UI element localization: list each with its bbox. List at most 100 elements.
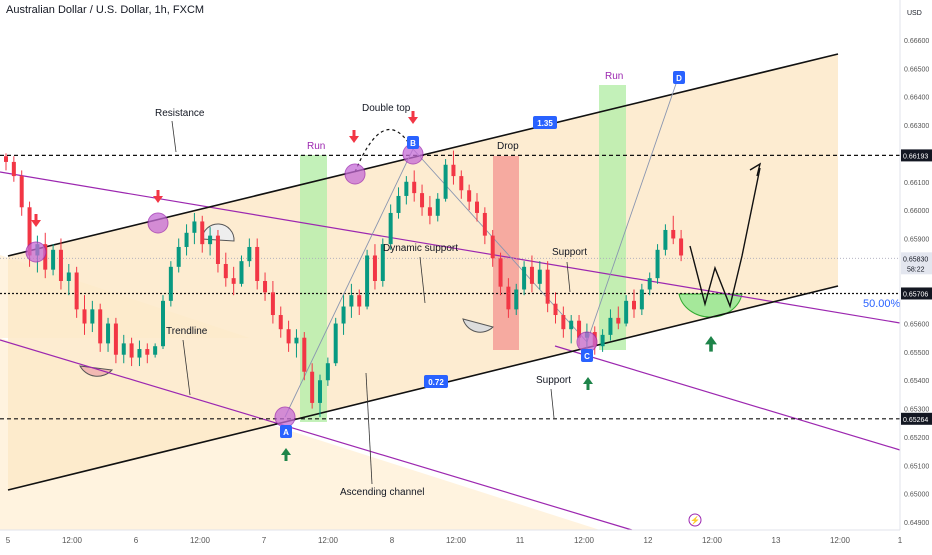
markers-layer: A B C D xyxy=(25,71,717,461)
candle-body xyxy=(129,343,134,358)
candle-body xyxy=(396,195,401,213)
candle-body xyxy=(624,300,629,324)
time-tick-label: 12:00 xyxy=(574,536,595,545)
price-tick-label: 0.66400 xyxy=(904,95,929,102)
candle-body xyxy=(600,334,605,347)
countdown-tag: 58:22 xyxy=(907,266,925,273)
time-tick-label: 5 xyxy=(6,536,11,545)
pointer-ascending-channel xyxy=(365,372,373,485)
ratio-label: 1.35 xyxy=(537,119,553,128)
time-tick-label: 12:00 xyxy=(830,536,851,545)
candle-body xyxy=(443,164,448,199)
point-badge xyxy=(407,136,419,149)
ratio-badge xyxy=(533,116,557,129)
logo-glyph: ⚡ xyxy=(690,515,700,525)
candle-body xyxy=(223,263,228,279)
candle-body xyxy=(302,337,307,372)
candle-body xyxy=(82,309,87,324)
time-tick-label: 12:00 xyxy=(702,536,723,545)
price-tick-label: 0.65900 xyxy=(904,236,929,243)
candle-body xyxy=(90,309,95,324)
candle-body xyxy=(255,246,260,281)
candle-body xyxy=(475,201,479,213)
support-low-price-tag-bg xyxy=(901,412,932,425)
candle-body xyxy=(388,212,393,245)
label-dynamic-support: Dynamic support xyxy=(383,243,458,254)
turn-arc-3 xyxy=(462,318,494,333)
ratio-label: 0.72 xyxy=(428,378,444,387)
price-tick-label: 0.65100 xyxy=(904,463,929,470)
candle-body xyxy=(506,286,511,310)
candle-body xyxy=(325,363,330,381)
time-axis[interactable]: 5 12:00 6 12:00 7 12:00 8 12:00 11 12:00 12 12:00 13… xyxy=(0,513,903,545)
label-ascending-channel: Ascending channel xyxy=(340,487,425,498)
time-tick-label: 12 xyxy=(644,536,653,545)
candle-body xyxy=(310,371,315,403)
abcd-pattern xyxy=(284,77,679,418)
point-badge xyxy=(581,349,593,362)
label-trendline: Trendline xyxy=(166,326,208,337)
down-arrow-head xyxy=(408,117,418,124)
resistance-price-tag: 0.66193 xyxy=(903,153,928,160)
drop-zone xyxy=(493,156,519,350)
down-arrow-shaft xyxy=(411,111,415,118)
price-axis[interactable]: USD0.666000.665000.664000.663000.662000.… xyxy=(899,0,932,550)
candle-body xyxy=(427,207,432,216)
price-tick-label: 0.65600 xyxy=(904,322,929,329)
candle-body xyxy=(553,303,558,316)
support-low-price-tag: 0.65264 xyxy=(903,417,928,424)
drawings-layer xyxy=(0,53,901,531)
point-label-c: C xyxy=(584,352,590,361)
candle-body xyxy=(231,278,236,284)
candle-body xyxy=(200,221,205,245)
price-tick-label: 0.65200 xyxy=(904,435,929,442)
candle-body xyxy=(420,193,425,208)
candle-body xyxy=(435,198,440,216)
candle-body xyxy=(278,315,283,330)
candle-body xyxy=(161,300,165,347)
price-axis-bg xyxy=(900,0,932,550)
candle-body xyxy=(137,349,142,358)
time-tick-label: 12:00 xyxy=(190,536,211,545)
annotations-layer: 1.35 0.72 Resistance Double top Run Run Drop Dy… xyxy=(155,71,901,498)
label-run-1: Run xyxy=(307,141,325,152)
candle-body xyxy=(537,269,542,284)
purple-trendline-lower xyxy=(0,339,633,531)
candle-body xyxy=(357,295,362,307)
up-arrow-shaft xyxy=(709,343,713,352)
up-arrow-head xyxy=(583,377,593,384)
label-support-1: Support xyxy=(552,247,587,258)
price-tick-label: 0.65500 xyxy=(904,350,929,357)
price-tick-label: 0.66500 xyxy=(904,66,929,73)
pointer-dynamic-support xyxy=(419,256,426,304)
candle-body xyxy=(153,346,158,355)
candle-body xyxy=(577,320,582,338)
candle-body xyxy=(286,329,291,344)
pointer-support-1 xyxy=(566,261,571,293)
candle-body xyxy=(168,266,173,301)
price-tick-label: 0.65300 xyxy=(904,407,929,414)
label-drop: Drop xyxy=(497,141,519,152)
candle-body xyxy=(655,249,660,279)
candle-body xyxy=(74,272,79,310)
pivot-circle xyxy=(274,406,296,428)
down-arrow-head xyxy=(349,136,359,143)
point-badge xyxy=(280,425,292,438)
candle-body xyxy=(616,317,621,324)
pivot-circle xyxy=(344,163,366,185)
logo-icon xyxy=(688,513,702,527)
candle-body xyxy=(4,156,8,162)
candle-body xyxy=(66,272,71,281)
candle-body xyxy=(451,164,456,177)
projection-arrowhead xyxy=(749,162,762,177)
candle-body xyxy=(58,249,63,281)
time-tick-label: 12:00 xyxy=(446,536,467,545)
candle-body xyxy=(270,292,275,316)
candle-body xyxy=(380,244,385,281)
down-arrow-shaft xyxy=(156,190,160,197)
pointer-trendline xyxy=(182,339,191,396)
candle-body xyxy=(239,261,244,284)
candle-body xyxy=(176,246,181,267)
chart-title: Australian Dollar / U.S. Dollar, 1h, FXC… xyxy=(6,4,205,16)
